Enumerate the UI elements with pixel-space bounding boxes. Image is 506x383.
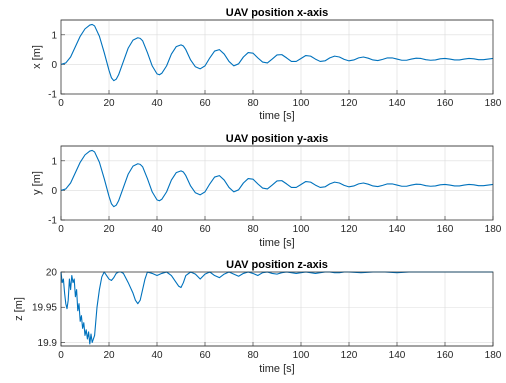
x-tick-label: 80 [247, 98, 259, 109]
x-tick-label: 160 [437, 224, 454, 235]
x-tick-label: 60 [199, 98, 211, 109]
x-tick-label: 180 [485, 98, 502, 109]
x-tick-label: 180 [485, 224, 502, 235]
x-tick-label: 0 [58, 350, 64, 361]
x-tick-label: 100 [293, 224, 310, 235]
x-tick-label: 80 [247, 350, 259, 361]
x-axis-label: time [s] [259, 110, 294, 122]
y-tick-label: -1 [48, 90, 57, 101]
y-tick-label: 1 [51, 156, 57, 167]
x-tick-label: 180 [485, 350, 502, 361]
y-tick-label: 1 [51, 30, 57, 41]
y-tick-label: -1 [48, 216, 57, 227]
x-tick-label: 0 [58, 224, 64, 235]
y-tick-label: 20 [46, 268, 58, 279]
plot-area [60, 145, 494, 221]
x-axis-label: time [s] [259, 237, 294, 249]
y-axis-label: y [m] [31, 171, 43, 195]
x-tick-label: 60 [199, 224, 211, 235]
x-tick-label: 80 [247, 224, 259, 235]
x-tick-label: 100 [293, 98, 310, 109]
x-tick-label: 40 [151, 98, 163, 109]
subplot-z-axis: UAV position z-axis 0 20 40 60 80 100 120 140 16… [13, 259, 502, 375]
y-axis-label: x [m] [31, 45, 43, 69]
x-tick-label: 140 [389, 224, 406, 235]
x-tick-label: 20 [103, 224, 115, 235]
x-tick-label: 140 [389, 98, 406, 109]
x-tick-label: 100 [293, 350, 310, 361]
x-tick-label: 160 [437, 350, 454, 361]
y-axis-label: z [m] [13, 297, 25, 321]
x-tick-label: 120 [341, 350, 358, 361]
data-line-z [60, 271, 493, 345]
subplot-y-axis: UAV position y-axis 0 20 40 60 80 100 120 140 16… [31, 133, 502, 249]
x-tick-label: 20 [103, 98, 115, 109]
y-tick-label: 19.9 [38, 338, 58, 349]
data-line-x [60, 23, 494, 82]
subplot-title: UAV position z-axis [226, 259, 328, 271]
x-tick-label: 40 [151, 224, 163, 235]
x-tick-label: 20 [103, 350, 115, 361]
x-tick-label: 120 [341, 98, 358, 109]
subplot-title: UAV position x-axis [226, 7, 328, 19]
x-tick-label: 160 [437, 98, 454, 109]
x-tick-label: 0 [58, 98, 64, 109]
data-line-y [60, 149, 494, 208]
x-tick-label: 120 [341, 224, 358, 235]
y-tick-label: 0 [51, 60, 57, 71]
plot-area [60, 271, 494, 347]
x-axis-label: time [s] [259, 363, 294, 375]
x-tick-label: 60 [199, 350, 211, 361]
subplot-x-axis: UAV position x-axis 0 20 40 60 80 100 120 140 16… [31, 7, 502, 122]
x-tick-label: 140 [389, 350, 406, 361]
subplot-title: UAV position y-axis [226, 133, 328, 145]
y-tick-label: 19.95 [32, 303, 57, 314]
x-tick-label: 40 [151, 350, 163, 361]
plot-area [60, 19, 494, 95]
y-tick-label: 0 [51, 186, 57, 197]
